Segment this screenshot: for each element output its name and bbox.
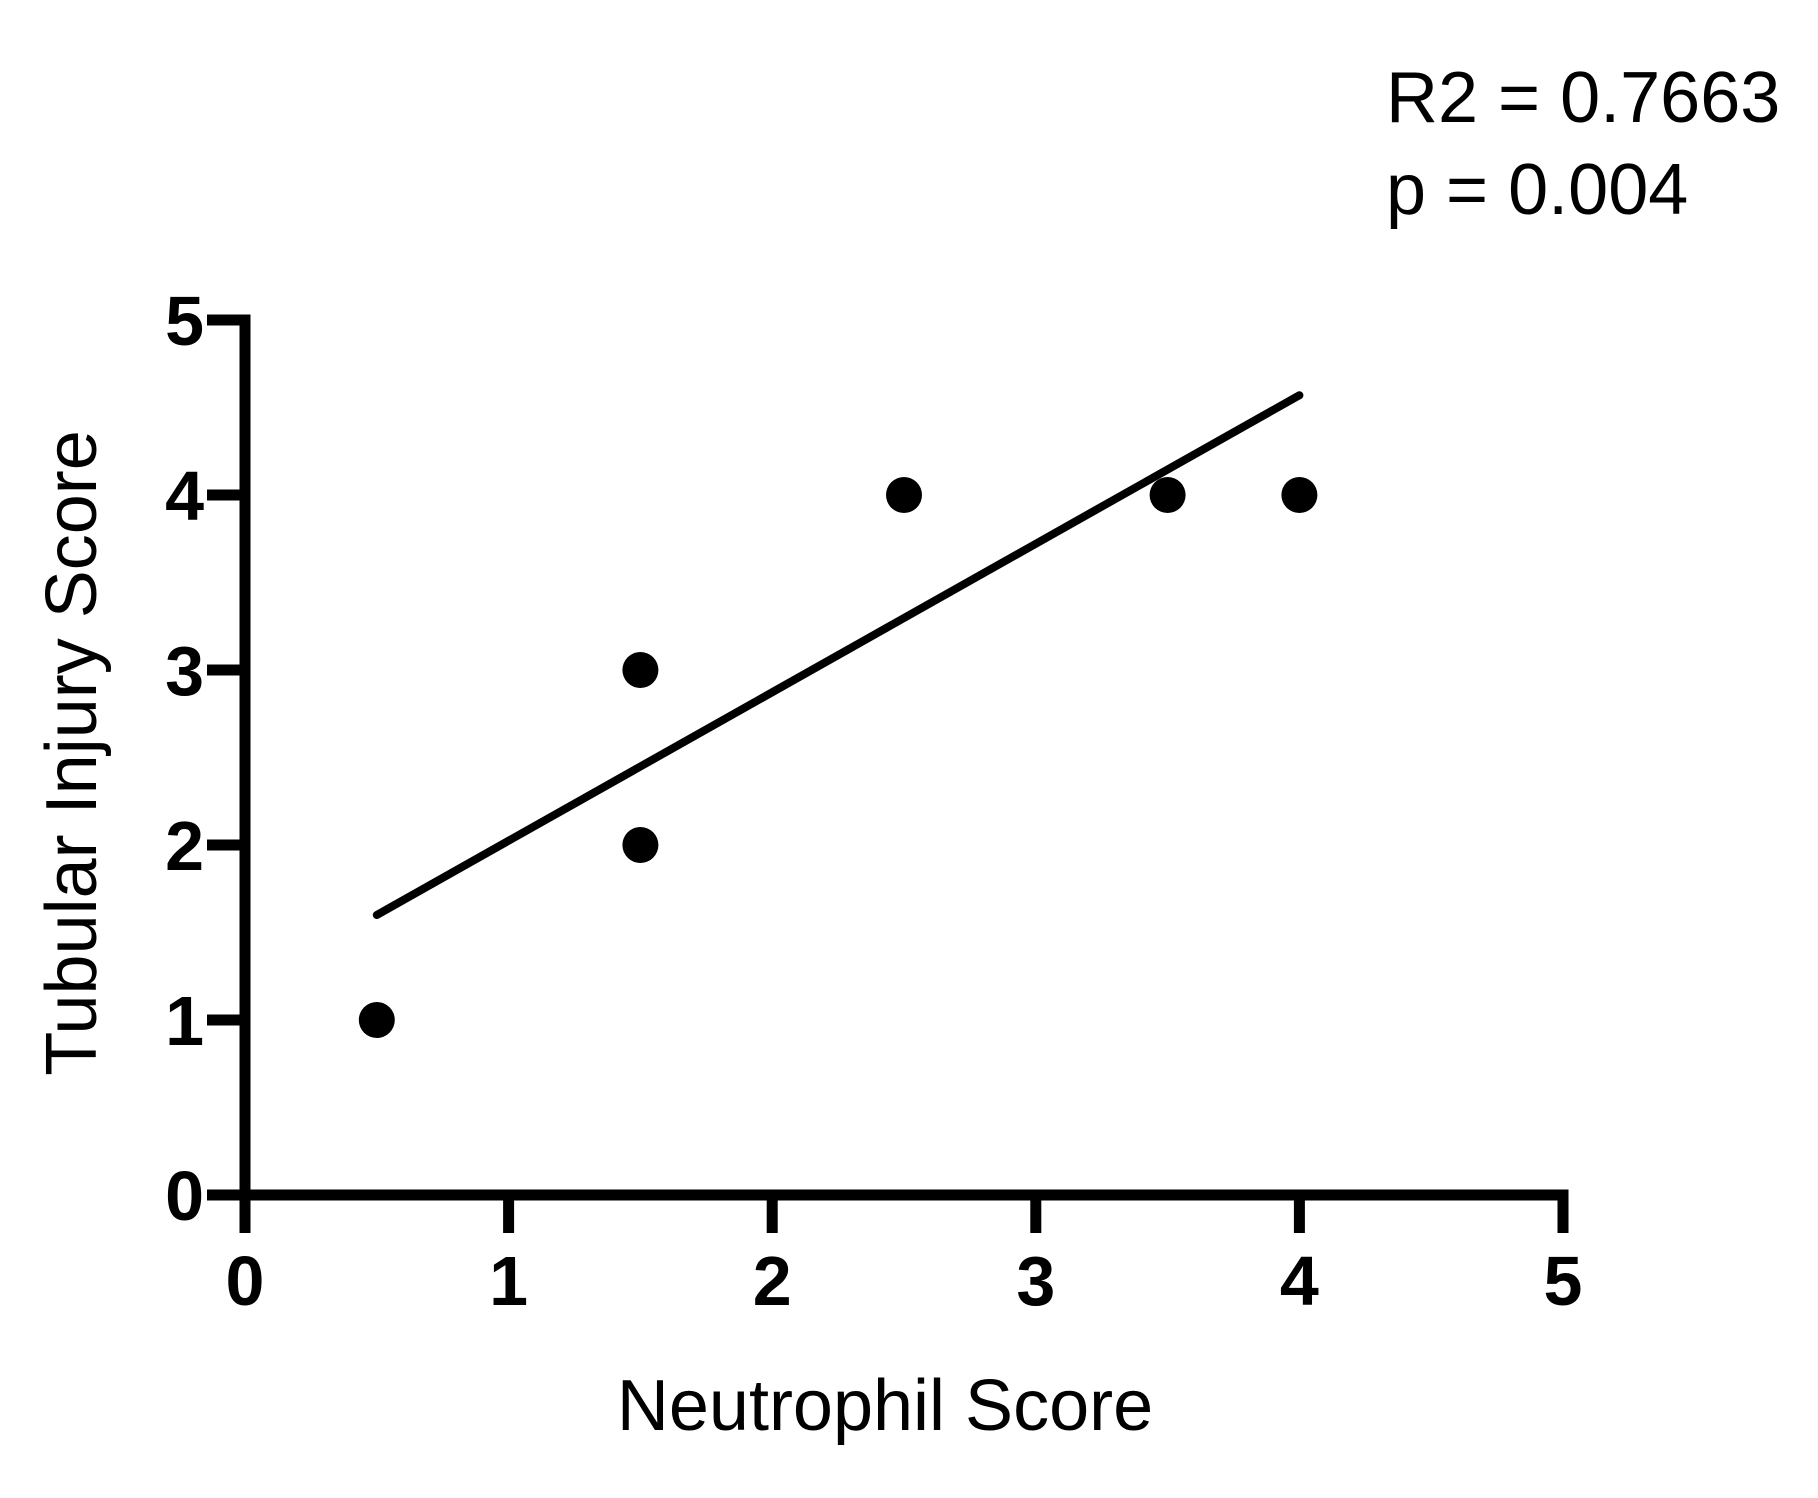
x-tick-label: 0	[226, 1242, 265, 1320]
trend-line	[372, 391, 1304, 919]
data-point	[358, 1002, 395, 1038]
x-axis-title: Neutrophil Score	[616, 1366, 1154, 1446]
y-tick-label: 1	[165, 982, 204, 1060]
x-tick-label: 5	[1544, 1242, 1583, 1320]
data-point	[622, 652, 659, 688]
y-tick-label: 0	[165, 1157, 204, 1235]
stats-annotation: R2 = 0.7663 p = 0.004	[1386, 52, 1780, 236]
x-tick-label: 2	[753, 1242, 792, 1320]
data-point	[886, 477, 922, 513]
x-tick-label: 3	[1016, 1242, 1055, 1320]
y-tick-label: 2	[165, 807, 204, 885]
p-value: p = 0.004	[1386, 150, 1689, 230]
y-axis-title: Tubular Injury Score	[32, 430, 112, 1076]
x-tick-label: 1	[489, 1242, 528, 1320]
y-tick-label: 5	[165, 282, 204, 360]
y-tick-label: 3	[165, 632, 204, 710]
data-point	[1281, 477, 1318, 513]
data-point	[1149, 477, 1186, 513]
data-point	[622, 827, 659, 863]
r-squared-value: R2 = 0.7663	[1386, 58, 1781, 138]
x-tick-label: 4	[1280, 1242, 1319, 1320]
y-tick-label: 4	[165, 457, 204, 535]
